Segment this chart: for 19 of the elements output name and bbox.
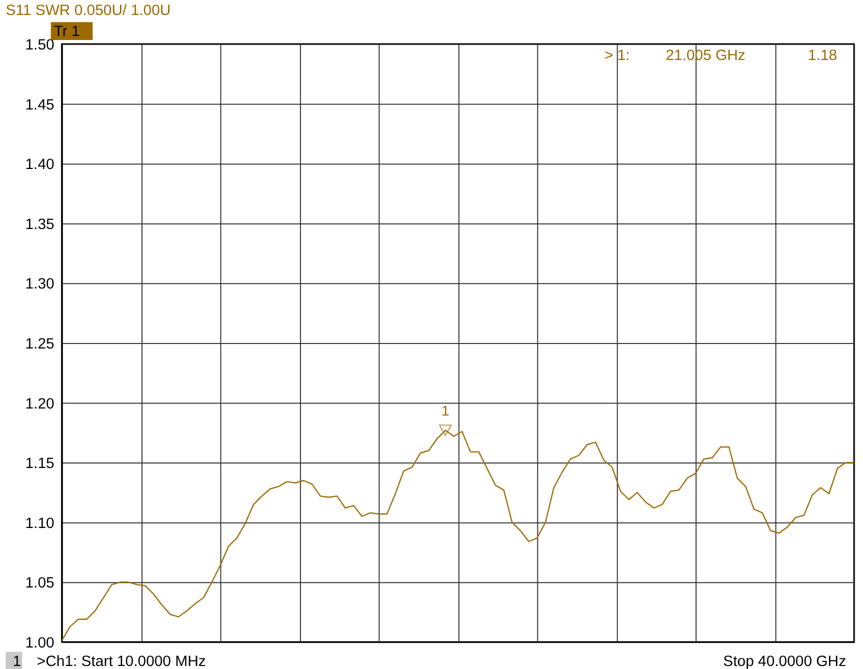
y-tick-label: 1.00: [25, 634, 54, 652]
y-tick-label: 1.15: [25, 455, 54, 472]
text: Tr 1: [54, 23, 80, 40]
text: Stop 40.0000 GHz: [723, 652, 846, 669]
y-tick-label: 1.40: [25, 156, 54, 174]
y-tick-label: 1.25: [25, 335, 54, 352]
annotation: 1.18: [808, 46, 838, 64]
y-tick-label: 1.05: [25, 574, 54, 592]
y-tick-label: 1.20: [25, 395, 54, 412]
y-tick-label: 1.35: [25, 216, 54, 233]
y-tick-label: 1.10: [25, 514, 54, 532]
annotation: 1: [442, 402, 450, 418]
y-tick-label: 1.50: [25, 36, 54, 54]
chart-title: S11 SWR 0.050U/ 1.00U: [6, 2, 171, 20]
y-tick-label: 1.45: [25, 96, 54, 114]
text: 1: [12, 652, 22, 669]
annotation: > 1:: [604, 46, 630, 64]
y-tick-label: 1.30: [25, 276, 54, 293]
text: >Ch1: Start 10.0000 MHz: [36, 652, 206, 669]
